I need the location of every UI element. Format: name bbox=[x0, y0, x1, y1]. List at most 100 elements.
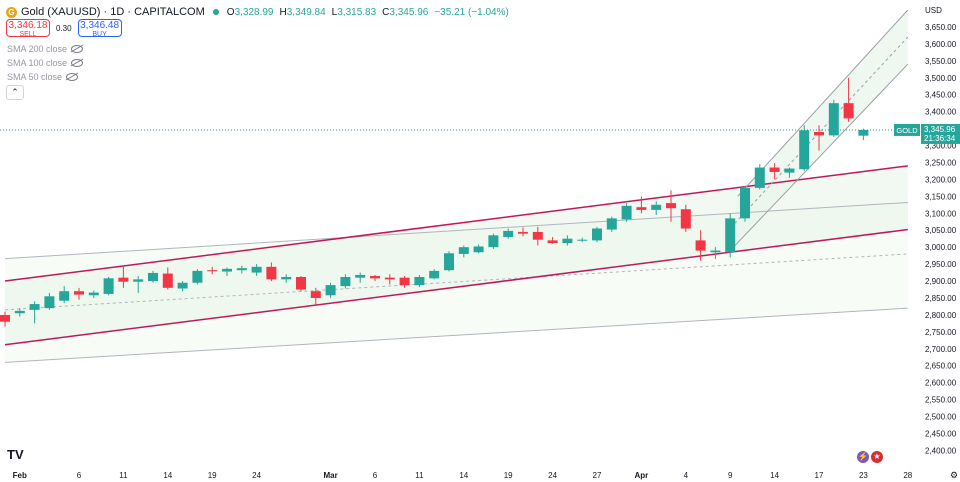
candle bbox=[473, 244, 484, 254]
candle bbox=[636, 196, 647, 214]
steep-channel-line bbox=[729, 63, 909, 251]
candle-body bbox=[725, 218, 736, 253]
candle bbox=[621, 203, 632, 222]
candle bbox=[784, 167, 795, 178]
y-tick-label: 3,000.00 bbox=[925, 243, 957, 252]
change-value: −35.21 (−1.04%) bbox=[434, 6, 509, 18]
candle bbox=[503, 228, 514, 239]
candle bbox=[799, 125, 810, 171]
candle bbox=[458, 245, 469, 258]
x-tick-label: Apr bbox=[635, 471, 649, 480]
trade-panel: 3,346.18 SELL 0.30 3,346.48 BUY bbox=[6, 19, 122, 38]
steep-channel-mid bbox=[734, 36, 909, 224]
y-tick-label: 2,750.00 bbox=[925, 328, 957, 337]
symbol-title[interactable]: Gold (XAUUSD) · 1D · CAPITALCOM bbox=[21, 6, 205, 18]
candle bbox=[384, 274, 395, 285]
candle bbox=[281, 274, 292, 283]
y-tick-label: 2,600.00 bbox=[925, 379, 957, 388]
indicator-sma-200[interactable]: SMA 200 close bbox=[7, 44, 84, 54]
candle bbox=[88, 290, 99, 298]
price-tag-label: GOLD bbox=[896, 126, 918, 135]
indicator-sma-50[interactable]: SMA 50 close bbox=[7, 72, 79, 82]
y-tick-label: 2,950.00 bbox=[925, 260, 957, 269]
candle-body bbox=[399, 277, 410, 286]
y-tick-label: 3,100.00 bbox=[925, 209, 957, 218]
candle-body bbox=[133, 279, 144, 282]
candle bbox=[14, 308, 25, 317]
candle bbox=[444, 251, 454, 272]
y-tick-label: 3,450.00 bbox=[925, 91, 957, 100]
candle-body bbox=[503, 230, 514, 237]
candle bbox=[429, 269, 440, 280]
hidden-eye-icon[interactable] bbox=[66, 73, 79, 81]
y-tick-label: 3,650.00 bbox=[925, 23, 957, 32]
candle-body bbox=[547, 240, 558, 244]
x-tick-label: 14 bbox=[770, 471, 779, 480]
x-tick-label: 24 bbox=[548, 471, 557, 480]
hidden-eye-icon[interactable] bbox=[71, 45, 84, 53]
candle-body bbox=[695, 240, 706, 251]
ohlc-values: O3,328.99 H3,349.84 L3,315.83 C3,345.96 … bbox=[226, 6, 509, 18]
candle bbox=[695, 230, 706, 261]
y-tick-label: 3,150.00 bbox=[925, 192, 957, 201]
candle-body bbox=[370, 275, 380, 279]
collapse-legend-button[interactable]: ⌃ bbox=[6, 85, 24, 100]
x-tick-label: Mar bbox=[323, 471, 337, 480]
candle bbox=[162, 267, 173, 290]
candle bbox=[488, 233, 499, 249]
candle-body bbox=[340, 276, 351, 287]
gray-channel-line bbox=[4, 201, 908, 260]
x-tick-label: 14 bbox=[163, 471, 172, 480]
candle bbox=[59, 286, 70, 304]
x-tick-label: 11 bbox=[119, 471, 128, 480]
lightning-icon[interactable]: ⚡ bbox=[857, 451, 869, 463]
candle-body bbox=[858, 129, 869, 136]
channel-fill-outer bbox=[5, 202, 908, 363]
y-tick-label: 3,050.00 bbox=[925, 226, 957, 235]
candle-body bbox=[606, 218, 617, 230]
x-tick-label: 4 bbox=[684, 471, 689, 480]
candle-body bbox=[532, 231, 543, 240]
candle-body bbox=[281, 276, 292, 280]
y-tick-label: 2,800.00 bbox=[925, 311, 957, 320]
y-tick-label: 2,850.00 bbox=[925, 294, 957, 303]
candle-body bbox=[118, 277, 129, 282]
candle-body bbox=[754, 167, 765, 188]
candle bbox=[532, 226, 543, 246]
buy-button[interactable]: 3,346.48 BUY bbox=[77, 19, 122, 38]
candle-body bbox=[769, 167, 780, 172]
x-tick-label: 14 bbox=[459, 471, 468, 480]
candle bbox=[74, 287, 84, 300]
candle-body bbox=[355, 274, 366, 278]
x-tick-label: 27 bbox=[593, 471, 602, 480]
x-tick-label: Feb bbox=[13, 471, 27, 480]
x-tick-label: 28 bbox=[903, 471, 912, 480]
us-flag-icon[interactable]: ★ bbox=[871, 451, 883, 463]
gray-channel-mid bbox=[4, 253, 908, 311]
indicator-sma-100[interactable]: SMA 100 close bbox=[7, 58, 84, 68]
y-tick-label: 3,600.00 bbox=[925, 40, 957, 49]
candle bbox=[740, 186, 750, 222]
candle bbox=[133, 275, 144, 293]
candle-body bbox=[666, 203, 676, 209]
candle-body bbox=[192, 270, 203, 283]
tradingview-logo[interactable]: TV bbox=[7, 447, 24, 462]
candle-body bbox=[651, 204, 662, 210]
y-tick-label: 3,400.00 bbox=[925, 108, 957, 117]
hidden-eye-icon[interactable] bbox=[71, 59, 84, 67]
y-tick-label: 2,400.00 bbox=[925, 446, 957, 455]
y-tick-label: 2,700.00 bbox=[925, 345, 957, 354]
gray-channel-line bbox=[4, 307, 908, 363]
candle-body bbox=[488, 235, 499, 248]
candle-body bbox=[177, 282, 188, 289]
candle bbox=[0, 311, 10, 327]
x-tick-label: 24 bbox=[252, 471, 261, 480]
candle-body bbox=[384, 277, 395, 280]
candle-body bbox=[577, 239, 588, 241]
sell-button[interactable]: 3,346.18 SELL bbox=[6, 19, 50, 38]
candle-body bbox=[814, 131, 824, 136]
y-tick-label: 3,550.00 bbox=[925, 57, 957, 66]
candle-body bbox=[636, 207, 647, 210]
y-tick-label: 2,500.00 bbox=[925, 413, 957, 422]
